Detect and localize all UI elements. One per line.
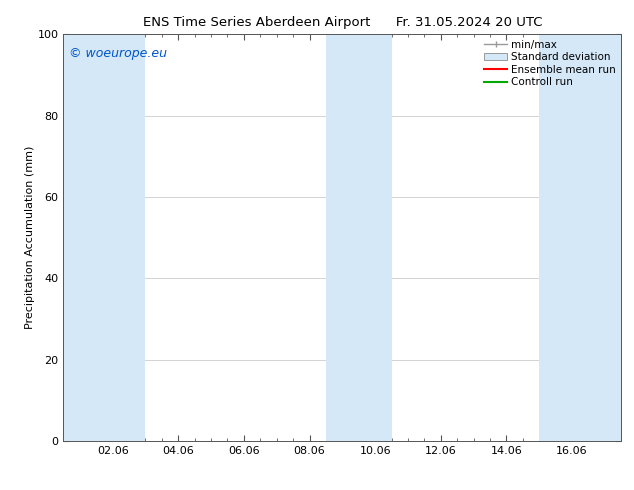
Y-axis label: Precipitation Accumulation (mm): Precipitation Accumulation (mm) <box>25 146 35 329</box>
Legend: min/max, Standard deviation, Ensemble mean run, Controll run: min/max, Standard deviation, Ensemble me… <box>482 37 618 89</box>
Text: © woeurope.eu: © woeurope.eu <box>69 47 167 59</box>
Bar <box>540 34 621 441</box>
Bar <box>63 34 145 441</box>
Title: ENS Time Series Aberdeen Airport      Fr. 31.05.2024 20 UTC: ENS Time Series Aberdeen Airport Fr. 31.… <box>143 16 542 29</box>
Bar <box>326 34 392 441</box>
